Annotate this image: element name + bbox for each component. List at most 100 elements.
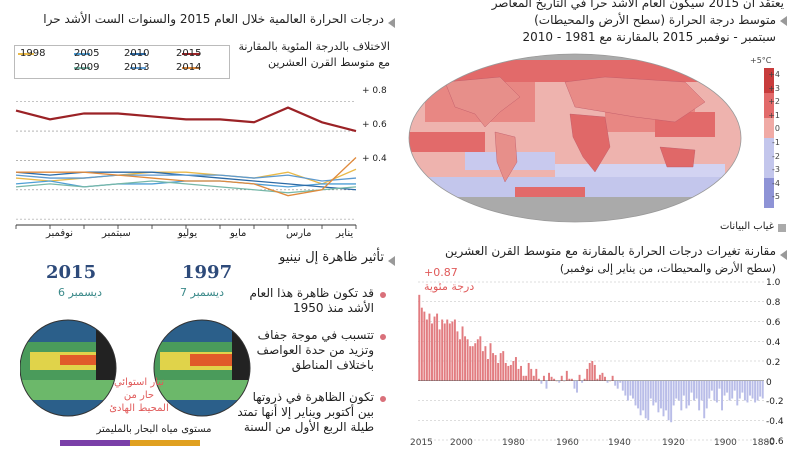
scale-tick: +4 — [768, 70, 780, 79]
bar — [537, 378, 540, 381]
line-chart-subtitle-2: مع متوسط القرن العشرين — [268, 56, 390, 69]
bar-chart — [418, 281, 764, 441]
map-subtitle: سبتمبر - نوفمبر 2015 بالمقارنة مع 1981 -… — [522, 30, 776, 44]
bar — [682, 380, 685, 396]
arrow-icon — [388, 18, 395, 28]
legend-2005: 2005 — [74, 48, 100, 59]
month-tick: سبتمبر — [102, 228, 131, 239]
bar — [418, 294, 421, 381]
legend-2013: 2013 — [124, 62, 150, 73]
bar — [540, 380, 543, 384]
bar — [715, 380, 718, 403]
bar — [466, 339, 469, 381]
bar — [530, 368, 533, 381]
bar — [494, 355, 497, 381]
bar — [685, 380, 688, 409]
bar — [464, 336, 467, 381]
legend-1998: 1998 — [20, 48, 46, 59]
bar — [677, 380, 680, 401]
bar — [733, 380, 736, 391]
bar — [639, 380, 642, 416]
bar — [436, 313, 439, 381]
legend-2009: 2009 — [74, 62, 100, 73]
map-heading: يعتقد أن 2015 سيكون العام الأشد حرا في ا… — [491, 0, 784, 10]
bar-y-tick: 0.2 — [766, 357, 781, 368]
unit-label: درجة مئوية — [424, 280, 475, 293]
line-chart-title: درجات الحرارة العالمية خلال العام 2015 و… — [43, 12, 384, 26]
elnino-title: تأثير ظاهرة إل نينيو — [279, 250, 384, 265]
bar — [710, 380, 713, 391]
bar-x-tick: 1900 — [714, 438, 737, 448]
line-legend-marks — [18, 53, 200, 69]
bar — [425, 319, 428, 381]
bar-x-ticks: 2015 2000 1980 1960 1940 1920 1900 1880 — [410, 438, 775, 448]
legend-2014: 2014 — [176, 62, 202, 73]
bar — [746, 380, 749, 403]
bullet-text: طيلة الربع الأول من السنة — [243, 420, 374, 434]
bar — [588, 362, 591, 381]
scale-unit: +5°C — [750, 56, 772, 65]
bar — [670, 380, 673, 423]
bar-chart-subtitle: (سطح الأرض والمحيطات، من يناير إلى نوفمب… — [559, 262, 776, 275]
bar — [486, 359, 489, 381]
bar — [527, 362, 530, 381]
bar — [532, 375, 535, 381]
bar — [459, 339, 461, 381]
bar — [471, 346, 474, 381]
bar — [721, 380, 723, 411]
bar — [469, 346, 472, 381]
bar — [606, 380, 609, 383]
bar — [420, 307, 423, 381]
arrow-icon — [388, 256, 395, 266]
bullet-text: باختلاف المناطق — [291, 358, 374, 372]
bar — [522, 375, 525, 381]
bar — [517, 368, 520, 381]
bar — [654, 380, 657, 403]
bar — [708, 380, 711, 399]
bar — [611, 375, 614, 381]
bar — [545, 380, 548, 389]
bar — [448, 323, 451, 381]
bar-y-tick: 0.6 — [766, 317, 781, 328]
bar-x-tick: 1940 — [608, 438, 631, 448]
year-2015: 2015 — [46, 262, 97, 283]
bar — [433, 316, 436, 381]
bar — [535, 368, 538, 381]
bar — [565, 370, 568, 381]
scale-tick: -5 — [772, 192, 780, 202]
bar — [520, 365, 523, 381]
bar — [690, 380, 693, 393]
bar — [652, 380, 655, 406]
scale-tick: +2 — [768, 97, 780, 107]
bar — [675, 380, 678, 399]
bar — [728, 380, 731, 401]
bar-x-tick: 2015 — [410, 438, 433, 448]
scale-tick: -4 — [772, 178, 780, 188]
series-line-2014 — [16, 157, 357, 197]
bar — [713, 380, 716, 401]
bullet-text: تكون الظاهرة في ذروتها — [252, 390, 374, 404]
bullet-text: تتسبب في موجة جفاف — [257, 328, 374, 342]
line-legend — [14, 45, 230, 79]
current-line: حار من — [123, 390, 155, 401]
no-data-swatch — [778, 224, 786, 232]
bar — [509, 364, 512, 381]
world-temperature-map — [408, 53, 742, 223]
bar-x-tick: 1960 — [556, 438, 579, 448]
bar — [514, 357, 517, 381]
bar — [431, 323, 433, 381]
bar-y-ticks: 1.0 0.8 0.6 0.4 0.2 0 -0.2 -0.4 -0.6 — [766, 274, 790, 453]
bar — [649, 380, 652, 399]
sea-level-label: مستوى مياه البحار بالمليمتر — [96, 424, 212, 435]
month-tick: نوفمبر — [46, 228, 74, 239]
bar — [754, 380, 757, 403]
current-label: تيار استوائي حار من المحيط الهادئ — [94, 376, 184, 415]
bar — [723, 380, 726, 396]
bar — [698, 380, 701, 411]
bar — [598, 374, 601, 381]
bar — [647, 380, 650, 421]
scale-tick: -2 — [772, 151, 780, 161]
bar — [583, 378, 586, 381]
bar — [680, 380, 683, 411]
bar-x-tick: 1980 — [502, 438, 525, 448]
